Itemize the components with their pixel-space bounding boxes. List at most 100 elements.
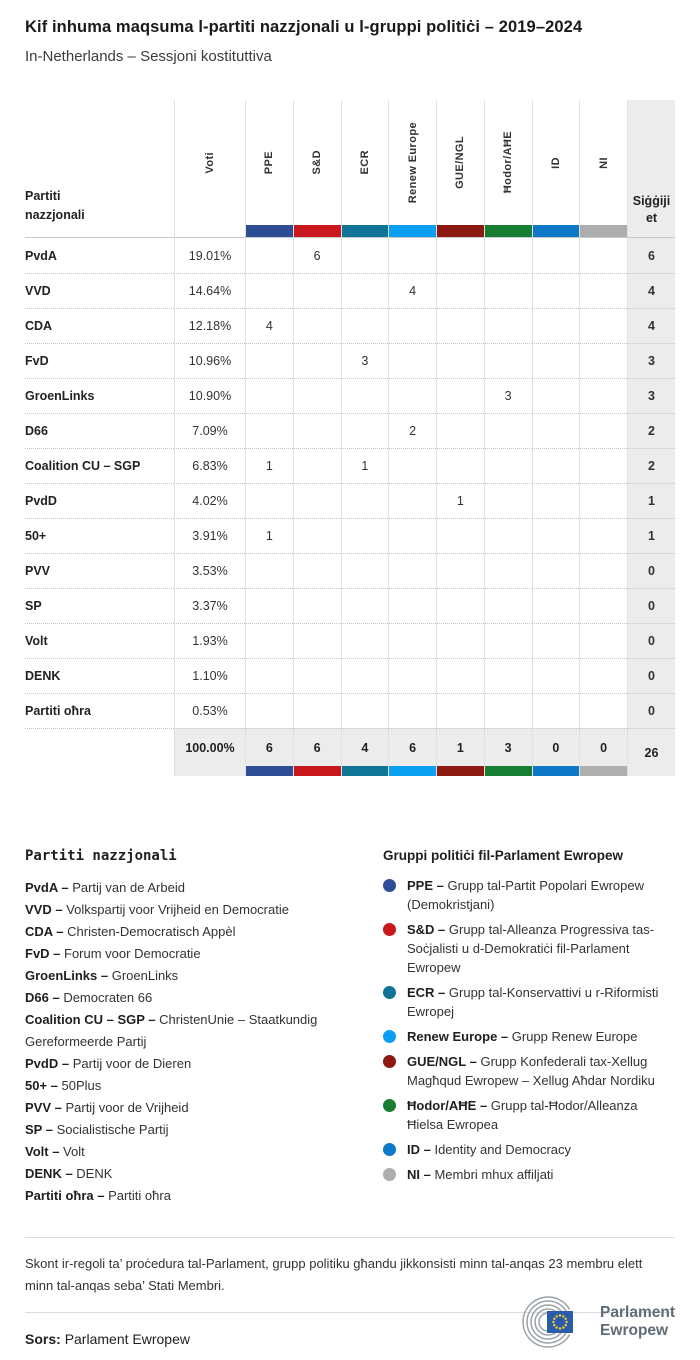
seats-cell xyxy=(436,308,484,343)
party-name-cell: Volt xyxy=(25,623,174,658)
page-title: Kif inhuma maqsuma l-partiti nazzjonali … xyxy=(25,18,583,36)
legend-group-item: S&D – Grupp tal-Alleanza Progressiva tas… xyxy=(383,920,675,977)
seats-cell xyxy=(292,553,341,588)
seats-cell: 4 xyxy=(245,308,293,343)
totals-group-cell: 6 xyxy=(388,728,436,776)
seats-table: Partiti nazzjonali Voti PPE S&D ECR Renew Eur… xyxy=(25,100,675,776)
votes-cell: 6.83% xyxy=(174,448,245,483)
seats-cell xyxy=(340,308,389,343)
seats-cell xyxy=(436,273,484,308)
party-name-cell: Coalition CU – SGP xyxy=(25,448,174,483)
votes-cell: 0.53% xyxy=(174,693,245,728)
legend-parties-list: PvdA – Partij van de Arbeid VVD – Volkspa… xyxy=(25,877,383,1207)
column-header-group-label: ID xyxy=(549,156,562,169)
seats-cell xyxy=(579,378,627,413)
seats-cell xyxy=(483,553,532,588)
legend-groups-heading: Gruppi politiċi fil-Parlament Ewropew xyxy=(383,848,624,863)
legend-group-item: Ħodor/AĦE – Grupp tal-Ħodor/Alleanza Ħie… xyxy=(383,1096,675,1134)
legend-color-dot xyxy=(383,1055,396,1068)
seats-cell xyxy=(340,693,389,728)
seats-cell xyxy=(579,553,627,588)
footnote: Skont ir-regoli ta’ proċedura tal-Parlam… xyxy=(25,1256,643,1293)
party-name-cell: PVV xyxy=(25,553,174,588)
seats-cell xyxy=(531,658,580,693)
divider-top xyxy=(25,1237,675,1238)
votes-cell: 4.02% xyxy=(174,483,245,518)
seats-cell xyxy=(483,343,532,378)
seats-cell xyxy=(483,518,532,553)
legend-group-item: GUE/NGL – Grupp Konfederali tax-Xellug M… xyxy=(383,1052,675,1090)
group-color-bar xyxy=(580,225,627,237)
totals-group-cell: 6 xyxy=(245,728,293,776)
column-header-group: Ħodor/AĦE xyxy=(483,100,532,238)
legend-party-item: PvdA – Partij van de Arbeid xyxy=(25,880,185,895)
group-color-bar xyxy=(484,766,532,776)
seats-cell xyxy=(340,413,389,448)
seats-cell xyxy=(436,448,484,483)
legend-group-item: NI – Membri mhux affiljati xyxy=(383,1165,675,1184)
seats-cell xyxy=(579,308,627,343)
seats-cell xyxy=(483,238,532,273)
seats-cell xyxy=(388,448,436,483)
total-seats-cell: 0 xyxy=(627,588,675,623)
column-header-votes-label: Voti xyxy=(204,151,216,174)
votes-cell: 10.90% xyxy=(174,378,245,413)
votes-cell: 3.53% xyxy=(174,553,245,588)
legend-party-item: D66 – Democraten 66 xyxy=(25,990,153,1005)
legend-political-groups: Gruppi politiċi fil-Parlament Ewropew PP… xyxy=(383,848,675,1207)
legend-party-item: VVD – Volkspartij voor Vrijheid en Democ… xyxy=(25,902,289,917)
seats-cell xyxy=(436,693,484,728)
seats-cell xyxy=(245,413,293,448)
party-name-cell: CDA xyxy=(25,308,174,343)
seats-cell xyxy=(483,588,532,623)
column-header-seats: Siġġijiet xyxy=(627,100,675,238)
seats-cell xyxy=(579,518,627,553)
column-header-group-label: S&D xyxy=(311,150,324,175)
total-seats-cell: 6 xyxy=(627,238,675,273)
seats-cell xyxy=(340,553,389,588)
group-color-bar xyxy=(246,225,293,237)
legend-party-item: Partiti oħra – Partiti oħra xyxy=(25,1188,171,1203)
seats-cell xyxy=(531,273,580,308)
legend-group-item: ECR – Grupp tal-Konservattivi u r-Riform… xyxy=(383,983,675,1021)
seats-cell xyxy=(245,343,293,378)
column-header-group-label: Ħodor/AĦE xyxy=(502,131,515,194)
source-value: Parlament Ewropew xyxy=(64,1331,190,1347)
ep-logo: Parlament Ewropew xyxy=(520,1296,675,1348)
totals-group-cell: 6 xyxy=(292,728,341,776)
seats-cell xyxy=(388,483,436,518)
seats-cell xyxy=(531,483,580,518)
seats-cell xyxy=(436,238,484,273)
seats-cell xyxy=(245,623,293,658)
column-header-group-label: Renew Europe xyxy=(406,121,419,204)
total-seats-cell: 0 xyxy=(627,623,675,658)
totals-seats-cell: 26 xyxy=(627,728,675,776)
seats-cell xyxy=(340,658,389,693)
seats-cell xyxy=(483,448,532,483)
seats-cell xyxy=(436,378,484,413)
totals-group-cell: 0 xyxy=(531,728,580,776)
legend-groups-list: PPE – Grupp tal-Partit Popolari Ewropew … xyxy=(383,876,675,1184)
totals-votes-cell: 100.00% xyxy=(174,728,245,776)
seats-cell xyxy=(531,343,580,378)
seats-cell xyxy=(340,588,389,623)
votes-cell: 10.96% xyxy=(174,343,245,378)
column-header-votes: Voti xyxy=(174,100,245,238)
votes-cell: 19.01% xyxy=(174,238,245,273)
party-name-cell: Partiti oħra xyxy=(25,693,174,728)
legend-color-dot xyxy=(383,986,396,999)
seats-cell xyxy=(483,623,532,658)
group-color-bar xyxy=(293,225,341,237)
legend-party-item: PvdD – Partij voor de Dieren xyxy=(25,1056,192,1071)
total-seats-cell: 1 xyxy=(627,483,675,518)
totals-group-cell: 1 xyxy=(436,728,484,776)
votes-cell: 12.18% xyxy=(174,308,245,343)
votes-cell: 14.64% xyxy=(174,273,245,308)
group-color-bar xyxy=(532,225,580,237)
seats-cell: 3 xyxy=(340,343,389,378)
total-seats-cell: 2 xyxy=(627,448,675,483)
seats-cell xyxy=(436,413,484,448)
group-color-bar xyxy=(532,766,580,776)
totals-group-cell: 3 xyxy=(483,728,532,776)
seats-cell xyxy=(579,623,627,658)
